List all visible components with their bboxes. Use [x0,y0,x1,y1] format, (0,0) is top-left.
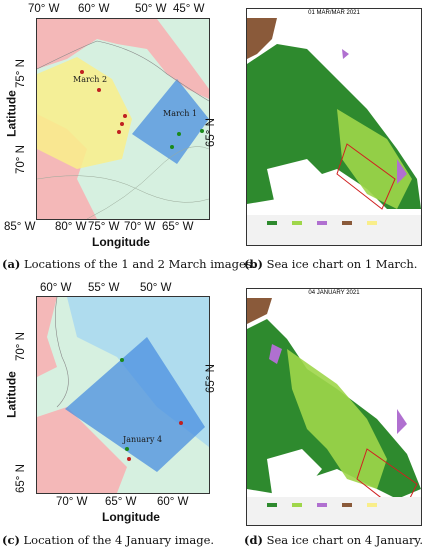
caption-b: (b) Sea ice chart on 1 March. [244,258,417,271]
legend-swatch [367,503,377,507]
red-marker [179,421,183,425]
coastline [55,297,69,408]
land-area [37,297,57,377]
brown-land [247,18,277,59]
y-axis-title-a: Latitude [4,90,19,137]
green-marker [170,145,174,149]
ice-chart-b: 01 MAR/MAR 2021 [246,8,422,246]
red-marker [97,88,101,92]
january-4-footprint [65,337,205,472]
purple-ice [397,159,407,184]
x-tick-a-3: 75° W [88,221,120,233]
panel-b: 01 MAR/MAR 2021 (b) Sea ice chart on 1 M… [214,0,427,275]
top-tick-a-1: 70° W [28,3,60,15]
panel-d: 04 JANUARY 2021 (d) Sea ice chart on 4 J… [214,282,427,550]
yellow-zone [37,57,132,169]
image-footprint [336,143,396,210]
legend-swatch [342,503,352,507]
caption-c-letter: (c) [2,533,20,547]
ice-chart-b-graphic [247,18,421,245]
ice-chart-d-graphic [247,298,421,525]
x-axis-title-c: Longitude [102,510,160,524]
caption-b-text: Sea ice chart on 1 March. [266,257,418,271]
brown-land [247,298,272,324]
legend-swatch [267,221,277,225]
purple-ice [397,409,407,434]
x-axis-title-a: Longitude [92,235,150,249]
panel-c: 60° W 55° W 50° W January 4 70° N 65° N … [0,282,217,550]
caption-d: (d) Sea ice chart on 4 January. [244,534,423,547]
red-marker [80,70,84,74]
y-tick-c-1: 70° N [15,332,27,361]
land-white [267,449,322,494]
legend-strip [247,497,421,525]
x-tick-a-1: 85° W [4,221,36,233]
x-tick-a-2: 80° W [55,221,87,233]
red-marker [120,122,124,126]
top-tick-c-3: 50° W [140,282,172,294]
ice-chart-d: 04 JANUARY 2021 [246,288,422,526]
legend-swatch [367,221,377,225]
coastline [37,40,209,102]
map-a-graphic [37,19,209,219]
map-c-graphic [37,297,209,493]
contour-1 [37,175,209,203]
legend-swatch [292,503,302,507]
caption-c-text: Location of the 4 January image. [23,533,215,547]
caption-d-text: Sea ice chart on 4 January. [266,533,424,547]
land-white [267,159,327,214]
purple-ice [342,49,349,59]
x-tick-a-5: 65° W [162,221,194,233]
caption-c: (c) Location of the 4 January image. [2,534,214,547]
top-tick-a-4: 45° W [173,3,205,15]
x-tick-c-2: 65° W [105,496,137,508]
caption-a: (a) Locations of the 1 and 2 March image… [2,258,255,271]
map-a: March 2 March 1 [36,18,210,220]
legend-swatch [292,221,302,225]
light-green-ice [287,349,387,489]
green-marker [125,447,129,451]
y-tick-c-2: 65° N [15,464,27,493]
ice-chart-d-header: 04 JANUARY 2021 [308,290,360,296]
region-label-march-2: March 2 [73,75,108,84]
y-axis-title-c: Latitude [4,371,19,418]
green-marker [177,132,181,136]
legend-swatch [317,221,327,225]
top-tick-c-2: 55° W [88,282,120,294]
ice-chart-b-header: 01 MAR/MAR 2021 [308,10,360,16]
caption-d-letter: (d) [244,533,263,547]
red-marker [127,457,131,461]
x-tick-a-4: 70° W [124,221,156,233]
red-marker [117,130,121,134]
top-tick-a-3: 50° W [135,3,167,15]
top-tick-c-1: 60° W [40,282,72,294]
y-tick-a-1: 75° N [15,59,27,88]
caption-b-letter: (b) [244,257,263,271]
legend-swatch [317,503,327,507]
land-area [37,19,209,99]
green-marker [200,129,204,133]
march-1-footprint [132,79,209,164]
red-marker [123,114,127,118]
region-label-january-4: January 4 [123,435,163,444]
contour-2 [86,146,209,219]
purple-ice [269,344,282,364]
region-label-march-1: March 1 [163,109,198,118]
green-marker [120,358,124,362]
map-c: January 4 [36,296,210,494]
panel-a: 70° W 60° W 50° W 45° W March 2 March 1 … [0,0,255,275]
legend-swatch [267,503,277,507]
caption-a-text: Locations of the 1 and 2 March images. [24,257,256,271]
legend-swatch [342,221,352,225]
x-tick-c-1: 70° W [56,496,88,508]
land-area-south [37,407,127,493]
legend-strip [247,215,421,245]
caption-a-letter: (a) [2,257,21,271]
top-tick-a-2: 60° W [78,3,110,15]
x-tick-c-3: 60° W [157,496,189,508]
